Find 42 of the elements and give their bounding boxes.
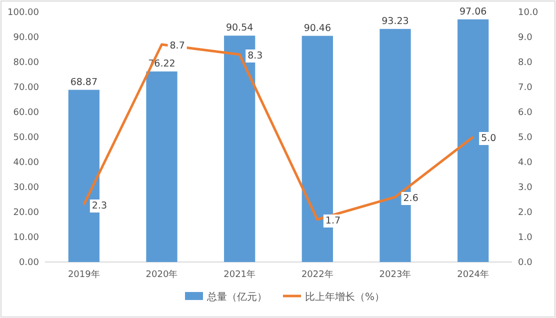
x-tick-label: 2019年: [68, 269, 100, 280]
x-tick-label: 2021年: [224, 269, 256, 280]
data-label: 90.46: [304, 22, 332, 34]
x-tick-label: 2024年: [457, 269, 490, 280]
y-tick-label: 100.00: [8, 8, 40, 18]
y-tick-label: 30.00: [13, 183, 40, 193]
y2-tick-label: 3.0: [518, 183, 533, 193]
y2-tick-label: 7.0: [518, 83, 533, 93]
y-tick-label: 0.00: [18, 258, 40, 268]
y2-tick-label: 1.0: [518, 233, 533, 243]
y2-tick-label: 4.0: [518, 158, 533, 168]
y-tick-label: 90.00: [13, 33, 40, 43]
data-label: 5.0: [481, 133, 496, 144]
data-label: 2.3: [92, 200, 108, 212]
data-label: 8.7: [170, 40, 185, 52]
y-tick-label: 40.00: [13, 158, 40, 168]
legend-label: 总量（亿元）: [206, 291, 267, 303]
data-label: 2.6: [403, 193, 418, 204]
y-tick-label: 80.00: [13, 58, 40, 68]
data-label: 8.3: [248, 50, 263, 62]
x-tick-label: 2020年: [146, 269, 178, 280]
y-tick-label: 70.00: [13, 83, 40, 93]
y2-tick-label: 9.0: [518, 33, 533, 43]
y2-tick-label: 10.0: [518, 8, 538, 18]
y2-tick-label: 6.0: [518, 108, 533, 118]
data-label: 1.7: [325, 216, 341, 226]
y2-tick-label: 5.0: [518, 133, 533, 143]
y-tick-label: 20.00: [13, 208, 40, 218]
legend-label: 比上年增长（%）: [305, 291, 385, 303]
y-tick-label: 50.00: [13, 133, 40, 143]
y-tick-label: 10.00: [13, 233, 40, 243]
y2-tick-label: 8.0: [518, 58, 533, 68]
x-tick-label: 2022年: [301, 269, 334, 280]
y2-tick-label: 2.0: [518, 208, 533, 218]
y2-tick-label: 0.0: [518, 258, 533, 268]
bar: [146, 71, 178, 262]
data-label: 90.54: [226, 22, 254, 34]
y-tick-label: 60.00: [13, 108, 40, 118]
data-label: 97.06: [459, 6, 487, 18]
data-label: 68.87: [70, 76, 98, 88]
x-tick-label: 2023年: [379, 269, 412, 280]
data-label: 93.23: [382, 16, 409, 27]
